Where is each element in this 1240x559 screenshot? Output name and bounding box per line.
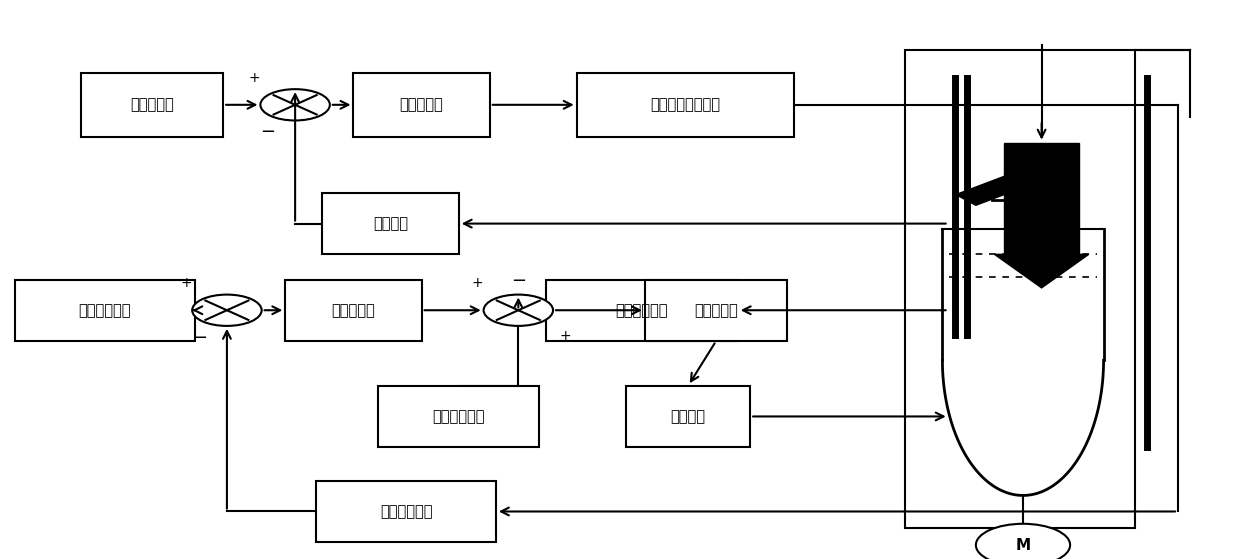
Bar xyxy=(546,280,738,341)
Text: +: + xyxy=(471,276,484,290)
Text: −: − xyxy=(192,329,207,347)
Text: −: − xyxy=(260,124,275,141)
Bar xyxy=(577,73,794,137)
Text: 提拉速度设定: 提拉速度设定 xyxy=(78,303,131,318)
Bar xyxy=(322,193,459,254)
Text: −: − xyxy=(511,272,526,290)
Bar xyxy=(81,73,223,137)
Bar xyxy=(316,481,496,542)
Bar xyxy=(15,280,195,341)
Bar xyxy=(378,386,539,447)
Text: +: + xyxy=(248,70,260,84)
Text: M: M xyxy=(1016,538,1030,552)
Text: 提拉速度检测: 提拉速度检测 xyxy=(379,504,433,519)
Text: 直径设定值: 直径设定值 xyxy=(130,97,174,112)
Text: 提拉速度调节机构: 提拉速度调节机构 xyxy=(650,97,720,112)
Text: 直径检测: 直径检测 xyxy=(373,216,408,231)
Bar xyxy=(626,386,750,447)
Text: +: + xyxy=(559,329,570,343)
Polygon shape xyxy=(956,175,1028,205)
Text: 温度控制器: 温度控制器 xyxy=(694,303,738,318)
Bar xyxy=(645,280,787,341)
Text: +: + xyxy=(180,276,192,290)
Circle shape xyxy=(260,89,330,121)
Polygon shape xyxy=(994,254,1089,288)
Text: 热场温度设定: 热场温度设定 xyxy=(433,409,485,424)
Bar xyxy=(905,50,1135,528)
Text: 直径控制器: 直径控制器 xyxy=(399,97,444,112)
Circle shape xyxy=(976,524,1070,559)
Bar xyxy=(353,73,490,137)
Circle shape xyxy=(484,295,553,326)
Bar xyxy=(285,280,422,341)
Text: 加热装置: 加热装置 xyxy=(671,409,706,424)
Text: 生长控制器: 生长控制器 xyxy=(331,303,376,318)
Text: 热场温度检测: 热场温度检测 xyxy=(615,303,668,318)
Bar xyxy=(1004,143,1079,254)
Circle shape xyxy=(192,295,262,326)
